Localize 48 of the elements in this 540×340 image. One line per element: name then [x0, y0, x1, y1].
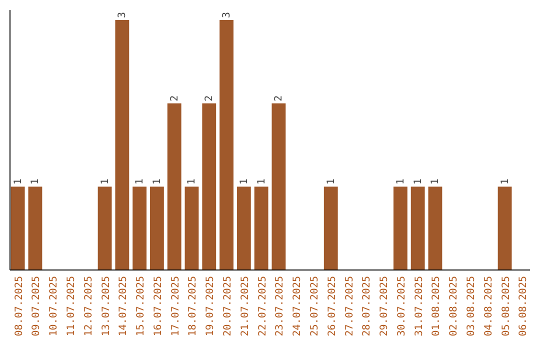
x-tick-label: 08.07.2025: [14, 276, 25, 336]
data-label: 1: [186, 178, 198, 185]
data-label: 1: [100, 178, 111, 185]
x-tick-label: 29.07.2025: [379, 276, 390, 336]
x-tick-label: 22.07.2025: [257, 276, 268, 336]
data-label: 1: [430, 178, 442, 185]
x-tick-label: 16.07.2025: [152, 276, 164, 336]
data-label: 2: [274, 95, 285, 102]
data-label: 1: [30, 178, 42, 185]
x-tick-label: 09.07.2025: [31, 276, 42, 336]
x-tick-label: 15.07.2025: [136, 276, 147, 336]
x-tick-label: 10.07.2025: [48, 276, 60, 336]
data-label: 3: [117, 12, 128, 18]
data-label: 1: [12, 178, 24, 185]
x-tick-label: 31.07.2025: [414, 276, 425, 336]
data-label: 2: [169, 95, 180, 102]
x-tick-label: 02.08.2025: [448, 276, 460, 336]
x-tick-label: 26.07.2025: [326, 276, 338, 336]
x-tick-label: 23.07.2025: [274, 276, 286, 336]
x-tick-label: 04.08.2025: [483, 276, 494, 336]
x-tick-label: 25.07.2025: [309, 276, 320, 336]
data-label: 1: [134, 178, 146, 185]
x-tick-label: 18.07.2025: [188, 276, 199, 336]
data-label: 1: [326, 178, 337, 185]
x-tick-label: 13.07.2025: [100, 276, 112, 336]
x-tick-label: 19.07.2025: [205, 276, 216, 336]
data-label: 1: [500, 178, 511, 185]
x-tick-label: 21.07.2025: [240, 276, 251, 336]
x-tick-label: 11.07.2025: [66, 276, 77, 336]
data-label: 1: [256, 178, 268, 185]
x-tick-label: 05.08.2025: [500, 276, 512, 336]
data-label: 1: [412, 178, 424, 185]
x-tick-label: 17.07.2025: [170, 276, 182, 336]
x-tick-label: 01.08.2025: [431, 276, 442, 336]
x-tick-label: 03.08.2025: [466, 276, 477, 336]
data-label: 1: [152, 178, 163, 185]
x-tick-label: 30.07.2025: [396, 276, 408, 336]
x-tick-label: 24.07.2025: [292, 276, 304, 336]
data-label: 3: [222, 12, 233, 18]
data-label: 1: [238, 178, 250, 185]
data-label: 1: [395, 178, 406, 185]
x-tick-label: 14.07.2025: [118, 276, 130, 336]
x-tick-label: 27.07.2025: [344, 276, 356, 336]
data-label: 2: [204, 95, 216, 102]
x-tick-label: 28.07.2025: [362, 276, 373, 336]
x-tick-label: 20.07.2025: [222, 276, 234, 336]
x-tick-label: 12.07.2025: [83, 276, 94, 336]
x-tick-label: 06.08.2025: [518, 276, 530, 336]
